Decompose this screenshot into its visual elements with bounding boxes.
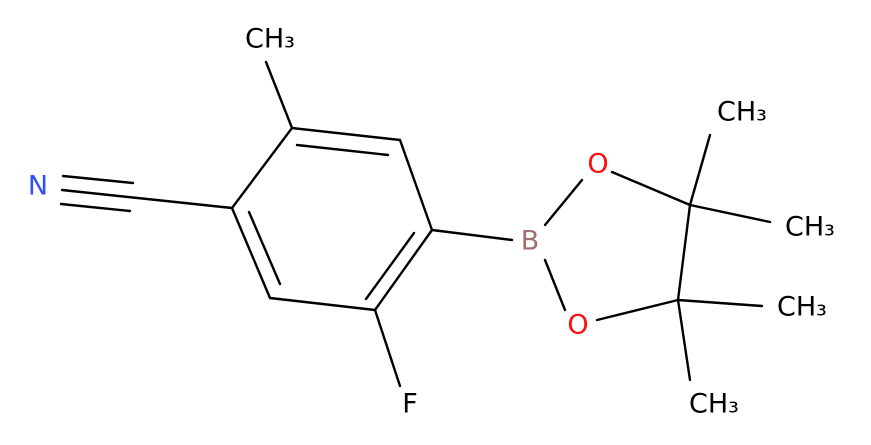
bond	[398, 138, 434, 232]
bond	[676, 203, 692, 302]
bond	[268, 296, 377, 312]
bond	[688, 133, 712, 207]
bond	[59, 202, 132, 213]
bond	[688, 203, 772, 224]
bond	[61, 174, 135, 185]
bond	[543, 178, 584, 227]
atom-label: CH₃	[245, 24, 295, 55]
atom-label: CH₃	[785, 212, 835, 243]
bond	[676, 298, 764, 308]
bond	[610, 170, 692, 207]
atom-label: O	[567, 310, 588, 341]
bond	[264, 60, 294, 130]
bond	[230, 206, 272, 300]
atom-label: O	[587, 149, 608, 180]
bond	[543, 258, 567, 312]
bond	[247, 210, 282, 286]
bond	[676, 298, 692, 382]
atom-label: CH₃	[717, 97, 767, 128]
bond	[430, 228, 514, 242]
bond	[295, 143, 390, 157]
atom-label: CH₃	[689, 389, 739, 420]
atom-label: N	[28, 171, 48, 202]
bond	[373, 228, 434, 312]
bond	[373, 308, 402, 388]
bond	[595, 298, 680, 322]
bond	[290, 126, 402, 142]
bond	[364, 231, 416, 301]
atom-label: F	[402, 389, 418, 420]
atom-label: CH₃	[777, 292, 827, 323]
atom-label: B	[521, 226, 540, 257]
bonds	[59, 60, 772, 388]
bond	[230, 126, 294, 210]
bond	[60, 188, 234, 210]
